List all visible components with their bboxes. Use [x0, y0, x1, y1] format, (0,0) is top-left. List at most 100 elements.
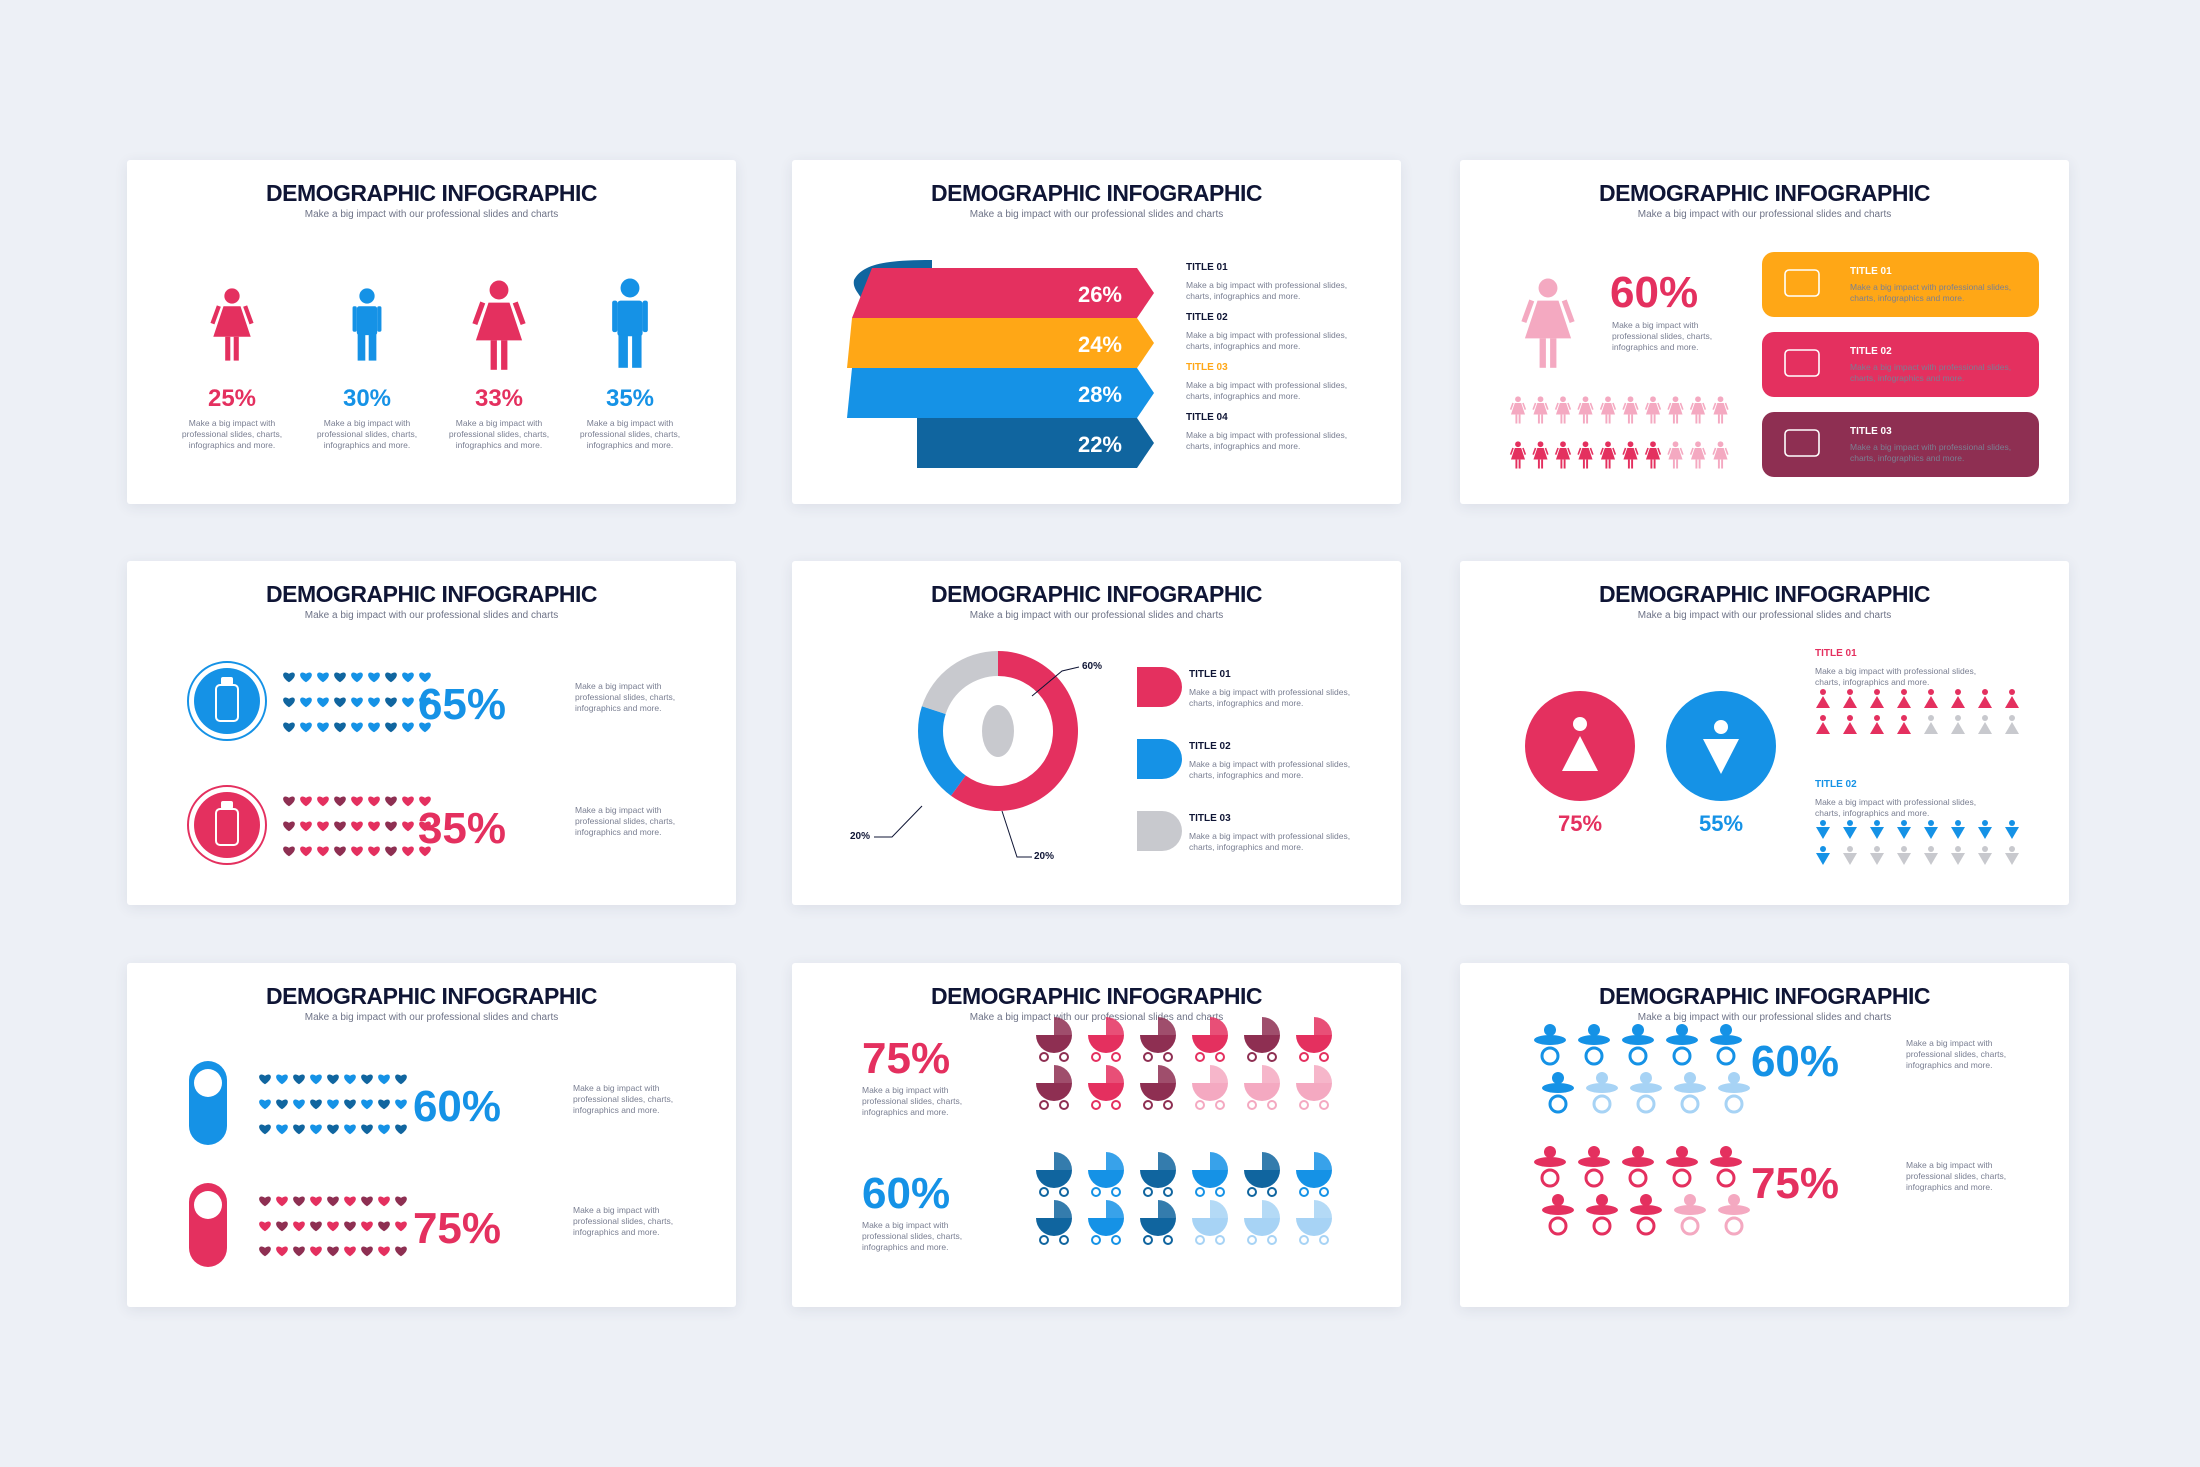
item-title: TITLE 03 [1850, 426, 1892, 437]
heart-icon [310, 1222, 322, 1232]
female-restroom-icon [1843, 696, 1857, 708]
baby-carriage-icon [1140, 1170, 1176, 1188]
slide-4[interactable]: DEMOGRAPHIC INFOGRAPHIC Make a big impact… [127, 561, 736, 905]
donut-data-label: 20% [1034, 851, 1054, 862]
slide-1[interactable]: DEMOGRAPHIC INFOGRAPHIC Make a big impact… [127, 160, 736, 504]
heart-icon [293, 1247, 305, 1257]
heart-icon [327, 1125, 339, 1135]
woman-icon [1712, 441, 1728, 468]
heart-icon [310, 1100, 322, 1110]
percentage-value: 33% [475, 385, 523, 412]
description-text: infographics and more. [573, 1227, 659, 1237]
pacifier-icon [1710, 1024, 1742, 1064]
percentage-value: 35% [418, 804, 506, 853]
heart-icon [317, 797, 329, 807]
heart-icon [402, 797, 414, 807]
description-text: Make a big impact with [575, 805, 662, 815]
slide-3[interactable]: DEMOGRAPHIC INFOGRAPHIC Make a big impact… [1460, 160, 2069, 504]
heart-icon [344, 1075, 356, 1085]
heart-icon [378, 1247, 390, 1257]
female-restroom-icon [1897, 696, 1911, 708]
slide-2[interactable]: DEMOGRAPHIC INFOGRAPHIC Make a big impact… [792, 160, 1401, 504]
description-text: Make a big impact with professional slid… [1186, 330, 1347, 340]
baby-carriage-icon [1192, 1035, 1228, 1053]
description-text: Make a big impact with [1906, 1160, 1993, 1170]
slide-graphic: 60%Make a big impact withprofessional sl… [127, 963, 736, 1307]
description-text: infographics and more. [189, 440, 275, 450]
item-title: TITLE 02 [1850, 346, 1892, 357]
female-restroom-icon [1843, 722, 1857, 734]
heart-icon [344, 1247, 356, 1257]
slide-8[interactable]: DEMOGRAPHIC INFOGRAPHIC Make a big impact… [792, 963, 1401, 1307]
description-text: charts, infographics and more. [1189, 770, 1303, 780]
heart-icon [276, 1125, 288, 1135]
woman-icon [1622, 396, 1638, 423]
heart-icon [293, 1075, 305, 1085]
slide-7[interactable]: DEMOGRAPHIC INFOGRAPHIC Make a big impact… [127, 963, 736, 1307]
description-text: Make a big impact with [862, 1220, 949, 1230]
description-text: Make a big impact with [862, 1085, 949, 1095]
heart-icon [276, 1075, 288, 1085]
pacifier-icon [1534, 1146, 1566, 1186]
heart-icon [293, 1197, 305, 1207]
female-restroom-icon [1924, 722, 1938, 734]
female-restroom-icon [2005, 722, 2019, 734]
heart-icon [395, 1100, 407, 1110]
slide-6[interactable]: DEMOGRAPHIC INFOGRAPHIC Make a big impact… [1460, 561, 2069, 905]
baby-carriage-icon [1036, 1218, 1072, 1236]
heart-icon [317, 698, 329, 708]
heart-icon [300, 723, 312, 733]
description-text: Make a big impact with professional slid… [1850, 442, 2011, 452]
percentage-value: 22% [1078, 432, 1122, 457]
baby-carriage-icon [1036, 1035, 1072, 1053]
woman-icon [1532, 396, 1548, 423]
heart-icon [293, 1100, 305, 1110]
woman-icon [1555, 441, 1571, 468]
description-text: infographics and more. [575, 827, 661, 837]
baby-carriage-icon [1036, 1083, 1072, 1101]
woman-icon [1555, 396, 1571, 423]
slide-5[interactable]: DEMOGRAPHIC INFOGRAPHIC Make a big impact… [792, 561, 1401, 905]
item-title: TITLE 01 [1850, 266, 1892, 277]
description-text: professional slides, charts, [1612, 331, 1712, 341]
heart-icon [334, 797, 346, 807]
description-text: infographics and more. [324, 440, 410, 450]
description-text: professional slides, charts, [573, 1094, 673, 1104]
pacifier-icon [1586, 1072, 1618, 1112]
description-text: infographics and more. [456, 440, 542, 450]
description-text: charts, infographics and more. [1850, 373, 1964, 383]
heart-icon [402, 673, 414, 683]
heart-icon [368, 847, 380, 857]
description-text: Make a big impact with professional slid… [1189, 687, 1350, 697]
description-text: Make a big impact with professional slid… [1850, 282, 2011, 292]
heart-icon [361, 1222, 373, 1232]
female-restroom-icon [1816, 696, 1830, 708]
woman-icon [1667, 396, 1683, 423]
description-text: infographics and more. [862, 1242, 948, 1252]
percentage-value: 55% [1699, 811, 1743, 836]
description-text: Make a big impact with professional slid… [1186, 430, 1347, 440]
woman-icon [210, 288, 253, 360]
slide-9[interactable]: DEMOGRAPHIC INFOGRAPHIC Make a big impact… [1460, 963, 2069, 1307]
item-title: TITLE 01 [1189, 669, 1231, 680]
heart-icon [327, 1100, 339, 1110]
male-restroom-icon [1897, 827, 1911, 839]
percentage-value: 60% [413, 1082, 501, 1131]
woman-icon [1690, 441, 1706, 468]
percentage-value: 65% [418, 680, 506, 729]
description-text: professional slides, charts, [449, 429, 549, 439]
baby-carriage-icon [1296, 1218, 1332, 1236]
female-restroom-icon [1951, 696, 1965, 708]
pacifier-icon [1542, 1194, 1574, 1234]
description-text: charts, infographics and more. [1815, 808, 1929, 818]
description-text: Make a big impact with [324, 418, 411, 428]
heart-icon [368, 723, 380, 733]
heart-icon [368, 797, 380, 807]
item-title: TITLE 04 [1186, 412, 1228, 423]
heart-icon [378, 1222, 390, 1232]
heart-icon [351, 797, 363, 807]
baby-carriage-icon [1244, 1170, 1280, 1188]
male-restroom-icon [1924, 827, 1938, 839]
heart-icon [327, 1247, 339, 1257]
donut-slice [922, 651, 998, 714]
